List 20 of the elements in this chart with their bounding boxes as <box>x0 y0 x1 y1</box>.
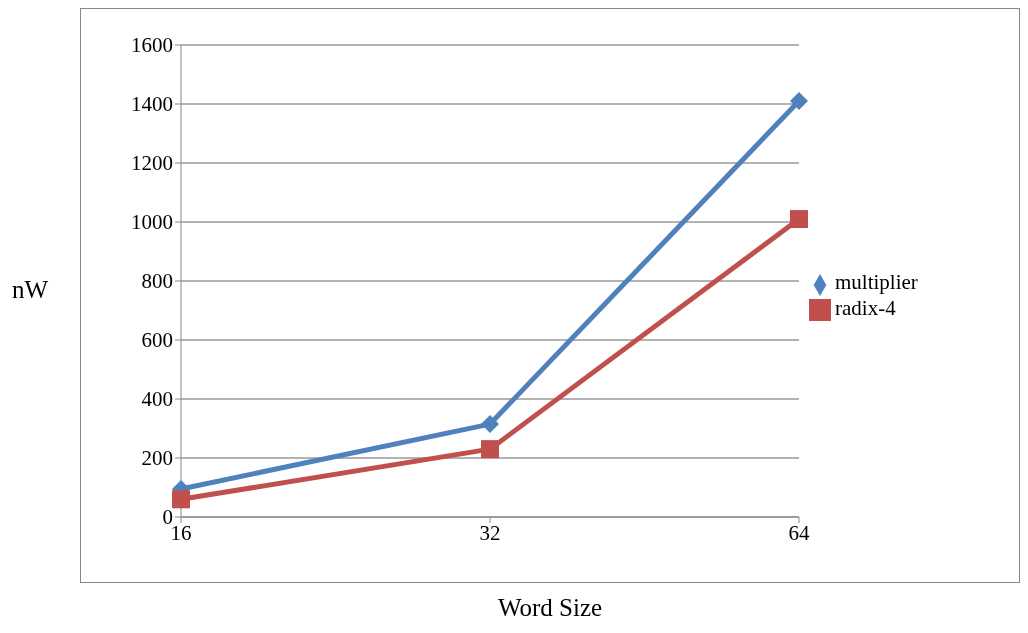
y-tick-label: 1000 <box>131 210 173 235</box>
y-tick-label: 1600 <box>131 33 173 58</box>
x-tick-label: 64 <box>788 520 810 545</box>
y-tick-label: 600 <box>141 328 173 353</box>
legend-label: multiplier <box>835 270 918 295</box>
point <box>481 415 499 434</box>
y-tick-label: 200 <box>141 446 173 471</box>
x-axis-title: Word Size <box>496 594 604 622</box>
point <box>172 490 190 509</box>
y-tick-label: 1400 <box>131 92 173 117</box>
y-tick-label: 800 <box>141 269 173 294</box>
y-tick-label: 1200 <box>131 151 173 176</box>
y-tick-label: 0 <box>162 505 173 530</box>
point <box>481 440 499 459</box>
x-tick-label: 32 <box>479 520 501 545</box>
point <box>790 92 808 111</box>
point <box>790 210 808 229</box>
y-tick-label: 400 <box>141 387 173 412</box>
legend-label: radix-4 <box>835 295 896 320</box>
y-axis-title: nW <box>12 276 49 304</box>
